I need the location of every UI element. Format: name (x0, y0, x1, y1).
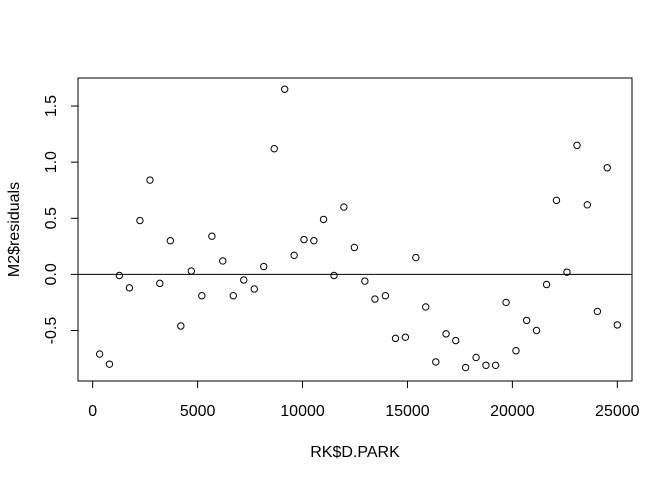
y-tick-label: 0.0 (43, 263, 60, 285)
data-point (240, 276, 248, 284)
data-point (229, 292, 237, 300)
data-point (452, 336, 460, 345)
y-tick-label: 1.5 (43, 95, 60, 117)
data-point (361, 277, 369, 285)
data-point (208, 232, 216, 240)
y-axis-title: M2$residuals (6, 182, 23, 277)
data-points (95, 85, 622, 372)
data-point (115, 271, 124, 280)
x-tick-label: 20000 (490, 403, 535, 420)
data-point (401, 333, 410, 341)
y-axis: -0.5 0.0 0.5 1.0 1.5 (43, 95, 79, 345)
y-tick-label: -0.5 (43, 317, 60, 345)
data-point (260, 262, 268, 271)
data-point (281, 85, 289, 93)
x-tick-label: 10000 (280, 403, 325, 420)
data-point (177, 322, 185, 330)
data-point (125, 284, 134, 292)
x-tick-label: 0 (88, 403, 97, 420)
data-point (156, 279, 164, 288)
data-point (381, 292, 390, 300)
data-point (270, 145, 278, 153)
data-point (136, 216, 144, 225)
data-point (319, 215, 328, 224)
data-point (412, 253, 420, 262)
plot-box (77, 77, 633, 382)
data-point (522, 316, 531, 325)
data-point (542, 280, 551, 289)
x-axis-title: RK$D.PARK (310, 444, 400, 461)
data-point (219, 257, 227, 265)
data-point (442, 330, 450, 338)
data-point (146, 176, 154, 184)
data-point (300, 235, 308, 244)
data-point (502, 298, 510, 307)
data-point (187, 267, 196, 275)
data-point (563, 268, 571, 276)
data-point (472, 353, 480, 362)
data-point (461, 363, 470, 372)
data-point (432, 358, 440, 366)
data-point (310, 237, 318, 245)
data-point (350, 243, 359, 252)
data-point (613, 321, 622, 329)
x-tick-label: 15000 (385, 403, 430, 420)
data-point (422, 303, 430, 311)
data-point (552, 196, 561, 205)
x-tick-label: 25000 (595, 403, 640, 420)
data-point (532, 326, 541, 335)
data-point (491, 361, 500, 369)
data-point (198, 292, 206, 300)
data-point (603, 164, 611, 172)
data-point (583, 201, 592, 209)
data-point (391, 334, 400, 343)
data-point (105, 360, 114, 368)
data-point (573, 141, 581, 150)
data-point (593, 307, 602, 316)
data-point (95, 350, 104, 358)
y-tick-label: 1.0 (43, 151, 60, 173)
y-tick-label: 0.5 (43, 207, 60, 229)
data-point (482, 361, 490, 369)
data-point (512, 347, 520, 355)
data-point (371, 295, 379, 303)
data-point (250, 285, 258, 293)
x-tick-label: 5000 (180, 403, 216, 420)
data-point (166, 237, 175, 245)
data-point (290, 251, 298, 260)
x-axis: 0 5000 10000 15000 20000 25000 (88, 380, 640, 420)
data-point (330, 271, 338, 280)
data-point (340, 203, 348, 211)
